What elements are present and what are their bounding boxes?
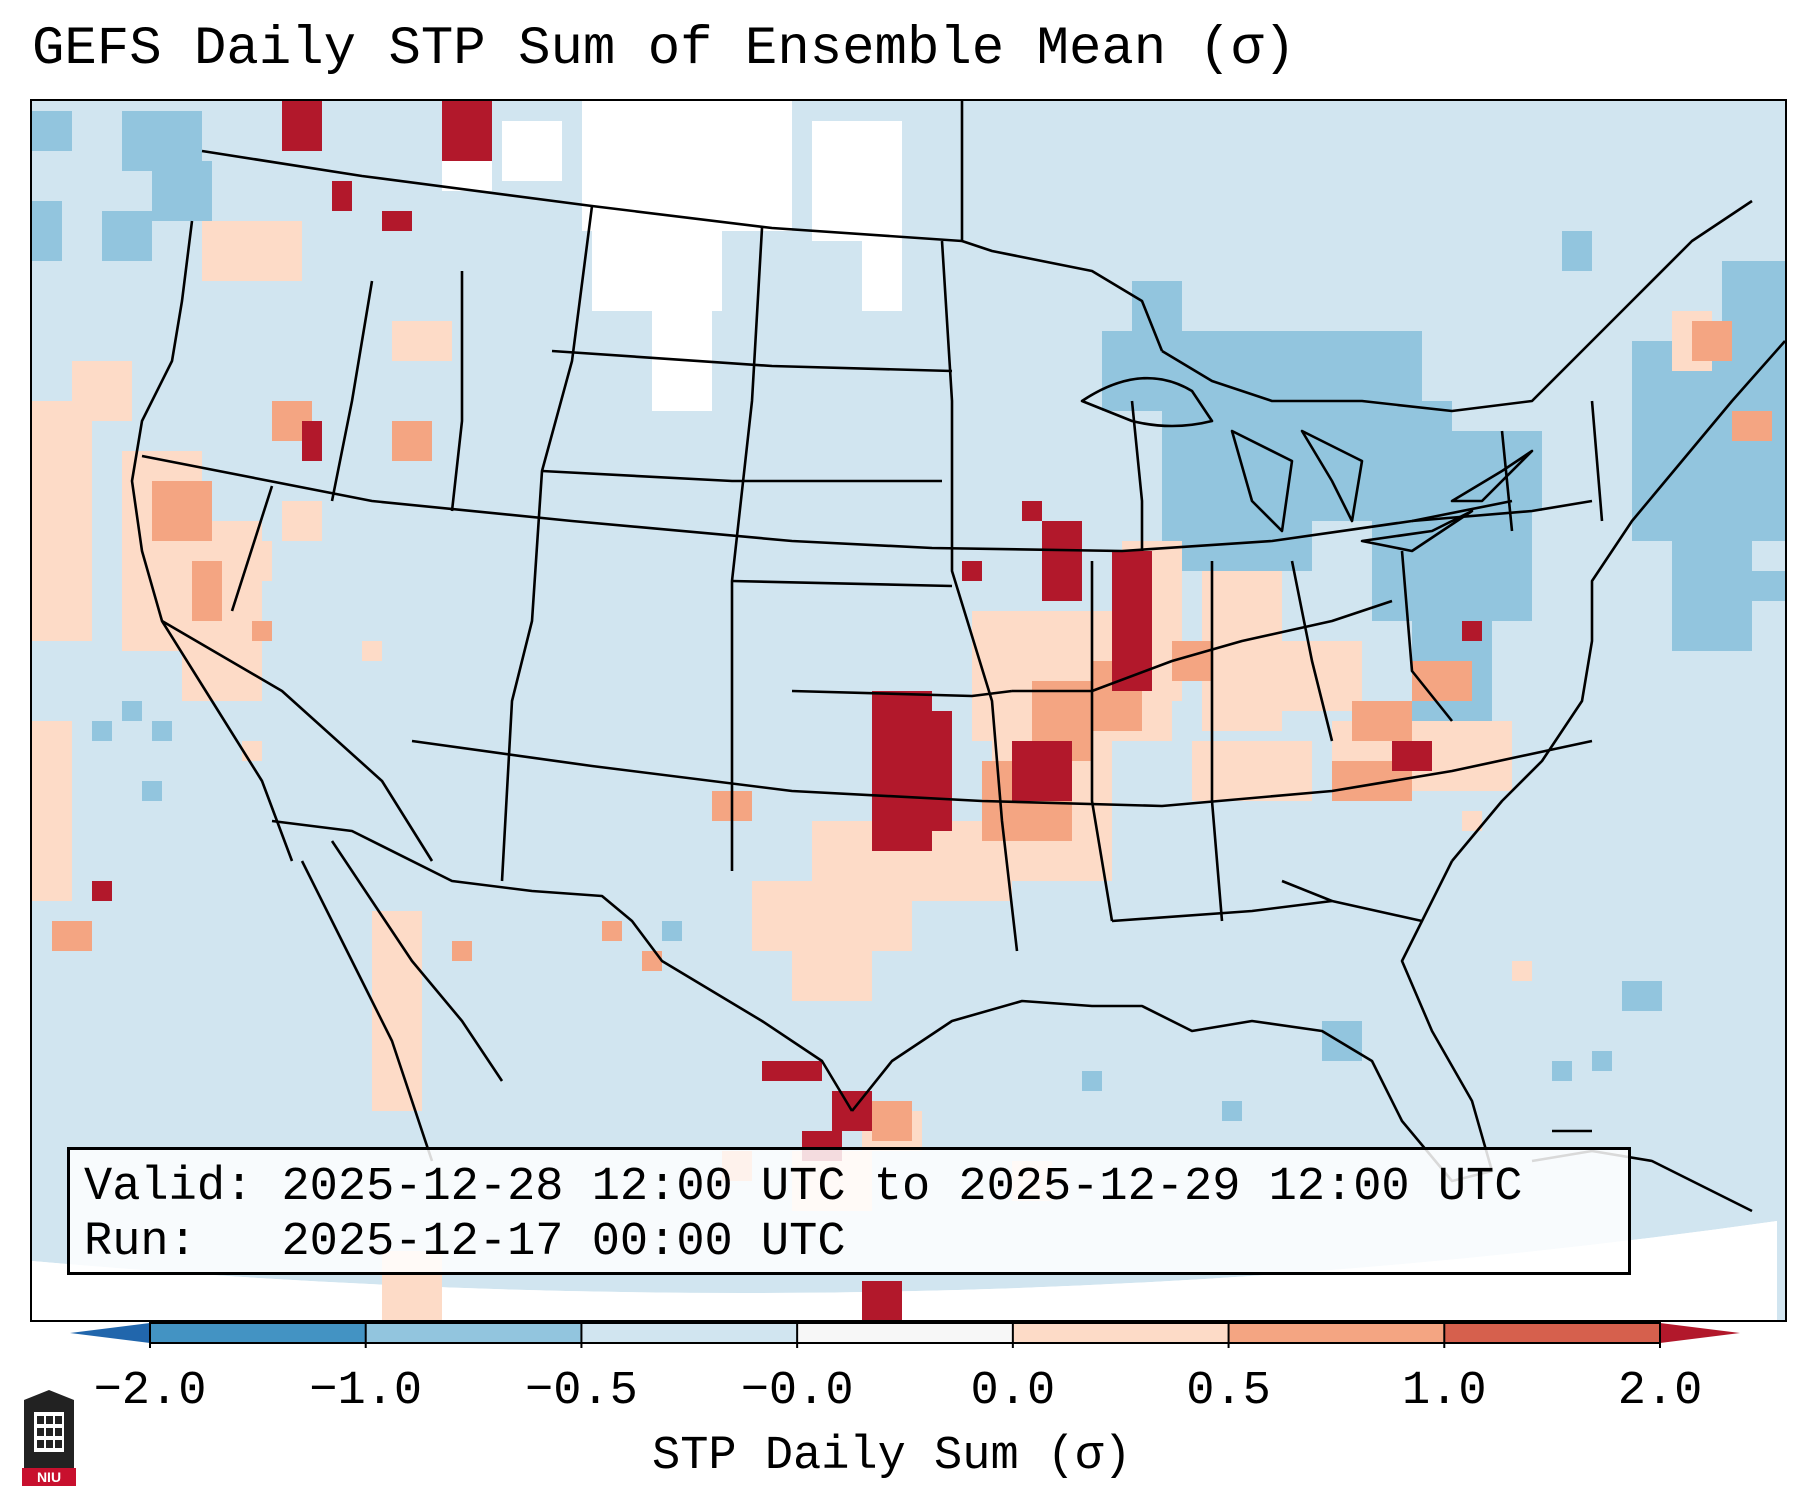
colorbar-tick-label: 0.0 <box>970 1365 1056 1418</box>
valid-run-info-box: Valid: 2025-12-28 12:00 UTC to 2025-12-2… <box>67 1147 1631 1275</box>
colorbar-bin <box>1012 1323 1230 1343</box>
colorbar-tick-label: 1.0 <box>1401 1365 1487 1418</box>
colorbar-over-arrow <box>1660 1323 1740 1343</box>
colorbar-tick-label: −0.5 <box>525 1365 638 1418</box>
map-panel <box>30 99 1787 1322</box>
colorbar-tick-label: −0.0 <box>740 1365 854 1418</box>
boundaries <box>130 101 1785 1213</box>
colorbar-tick-label: 2.0 <box>1617 1365 1703 1418</box>
colorbar <box>70 1322 1740 1348</box>
logo-text: NIU <box>37 1469 61 1485</box>
colorbar-label: STP Daily Sum (σ) <box>652 1430 1132 1483</box>
niu-logo: NIU <box>22 1390 76 1486</box>
colorbar-ticks <box>149 1323 1661 1348</box>
domain-edge <box>32 1221 1777 1320</box>
colorbar-bins <box>150 1323 1661 1343</box>
valid-label: Valid: <box>84 1161 254 1214</box>
negative-anomaly-cells <box>32 111 1785 1121</box>
colorbar-bin <box>797 1323 1014 1343</box>
run-value: 2025-12-17 00:00 UTC <box>281 1216 846 1269</box>
colorbar-bin <box>1444 1323 1661 1343</box>
colorbar-bin <box>1228 1323 1445 1343</box>
colorbar-tick-label: −1.0 <box>309 1365 423 1418</box>
valid-value: 2025-12-28 12:00 UTC to 2025-12-29 12:00… <box>281 1161 1523 1214</box>
colorbar-bin <box>365 1323 582 1343</box>
map-title: GEFS Daily STP Sum of Ensemble Mean (σ) <box>32 19 1296 80</box>
run-label: Run: <box>84 1216 197 1269</box>
colorbar-tick-label: 0.5 <box>1186 1365 1271 1418</box>
colorbar-bin <box>581 1323 798 1343</box>
colorbar-bin <box>150 1323 367 1343</box>
stp-map <box>32 101 1785 1320</box>
colorbar-under-arrow <box>70 1323 150 1343</box>
colorbar-tick-label: −2.0 <box>93 1365 207 1418</box>
